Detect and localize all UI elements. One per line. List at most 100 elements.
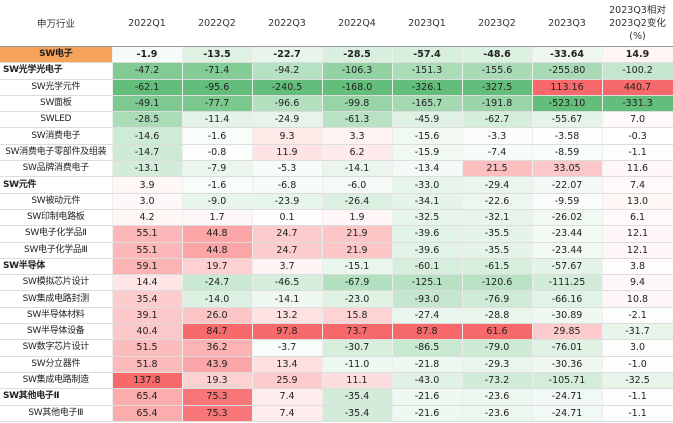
value-cell: -13.4 <box>392 160 463 178</box>
industry-name: SW消费电子零部件及组装 <box>0 144 113 162</box>
value-cell: 24.7 <box>252 225 323 243</box>
value-cell: -8.59 <box>532 144 603 162</box>
value-cell: 19.7 <box>182 257 253 276</box>
industry-name: SW分立器件 <box>0 356 113 373</box>
value-cell: -9.59 <box>532 193 603 210</box>
value-cell: -24.71 <box>532 388 603 406</box>
value-cell: 137.8 <box>112 372 183 390</box>
value-cell: -1.6 <box>182 176 253 194</box>
value-cell: -24.7 <box>182 274 253 292</box>
value-cell: -22.6 <box>462 193 533 210</box>
value-cell: -13.1 <box>112 160 183 178</box>
value-cell: 3.3 <box>322 127 393 145</box>
industry-name: SW数字芯片设计 <box>0 339 113 357</box>
value-cell: 19.3 <box>182 372 253 390</box>
value-cell: 87.8 <box>392 323 463 341</box>
value-cell: -61.3 <box>322 111 393 129</box>
industry-name: SW品牌消费电子 <box>0 160 113 178</box>
value-cell: -99.8 <box>322 95 393 113</box>
value-cell: -3.58 <box>532 127 603 145</box>
header-cell: 2023Q3相对2023Q2变化(%) <box>602 0 673 47</box>
value-cell: -32.1 <box>462 209 533 227</box>
value-cell: -240.5 <box>252 79 323 96</box>
header-cell: 申万行业 <box>0 0 112 47</box>
value-cell: -86.5 <box>392 339 463 357</box>
table-row: SW半导体设备 40.4 84.7 97.8 73.7 87.8 61.6 29.85 -31.… <box>0 323 673 341</box>
header-cell: 2022Q2 <box>182 0 252 47</box>
table-body: SW电子 -1.9 -13.5 -22.7 -28.5 -57.4 -48.6 -33.64 1… <box>0 46 673 422</box>
value-cell: -168.0 <box>322 79 393 96</box>
industry-name: SW其他电子Ⅱ <box>0 388 113 406</box>
value-cell: -27.4 <box>392 307 463 325</box>
value-cell: 55.1 <box>112 242 183 259</box>
value-cell: -100.2 <box>602 62 673 80</box>
value-cell: -93.0 <box>392 290 463 308</box>
industry-name: SW集成电路制造 <box>0 372 113 390</box>
value-cell: 3.8 <box>602 257 673 276</box>
header-cell: 2022Q3 <box>252 0 322 47</box>
value-cell: 75.3 <box>182 388 253 406</box>
table-row: SW集成电路制造 137.8 19.3 25.9 11.1 -43.0 -73.2 -105.… <box>0 372 673 390</box>
value-cell: 25.9 <box>252 372 323 390</box>
value-cell: 6.2 <box>322 144 393 162</box>
value-cell: -32.5 <box>392 209 463 227</box>
table-row: SW光学光电子 -47.2 -71.4 -94.2 -106.3 -151.3 -155.6… <box>0 62 673 80</box>
value-cell: -1.1 <box>602 388 673 406</box>
value-cell: 21.9 <box>322 242 393 259</box>
value-cell: -47.2 <box>112 62 183 80</box>
value-cell: -23.44 <box>532 225 603 243</box>
value-cell: -523.10 <box>532 95 603 113</box>
value-cell: -33.0 <box>392 176 463 194</box>
value-cell: 15.8 <box>322 307 393 325</box>
industry-name: SW被动元件 <box>0 193 113 210</box>
value-cell: -24.71 <box>532 405 603 422</box>
value-cell: -31.7 <box>602 323 673 341</box>
value-cell: 40.4 <box>112 323 183 341</box>
value-cell: 75.3 <box>182 405 253 422</box>
value-cell: -15.9 <box>392 144 463 162</box>
value-cell: -155.6 <box>462 62 533 80</box>
value-cell: 12.1 <box>602 242 673 259</box>
value-cell: -1.1 <box>602 144 673 162</box>
value-cell: -13.5 <box>182 46 253 64</box>
value-cell: -29.4 <box>462 176 533 194</box>
value-cell: -106.3 <box>322 62 393 80</box>
table-row: SW数字芯片设计 51.5 36.2 -3.7 -30.7 -86.5 -79.0 -76.0… <box>0 339 673 357</box>
header-cell: 2022Q4 <box>322 0 392 47</box>
value-cell: -46.5 <box>252 274 323 292</box>
value-cell: 6.1 <box>602 209 673 227</box>
value-cell: 21.5 <box>462 160 533 178</box>
value-cell: 13.2 <box>252 307 323 325</box>
value-cell: -61.5 <box>462 257 533 276</box>
value-cell: -165.7 <box>392 95 463 113</box>
value-cell: 73.7 <box>322 323 393 341</box>
value-cell: 97.8 <box>252 323 323 341</box>
value-cell: 26.0 <box>182 307 253 325</box>
value-cell: -1.9 <box>112 46 183 64</box>
value-cell: -35.5 <box>462 242 533 259</box>
value-cell: -14.7 <box>112 144 183 162</box>
value-cell: 35.4 <box>112 290 183 308</box>
value-cell: -28.5 <box>112 111 183 129</box>
industry-name: SW元件 <box>0 176 113 194</box>
value-cell: -28.5 <box>322 46 393 64</box>
value-cell: -191.8 <box>462 95 533 113</box>
table-row: SW消费电子零部件及组装 -14.7 -0.8 11.9 6.2 -15.9 -7.4 -8.… <box>0 144 673 162</box>
value-cell: -66.16 <box>532 290 603 308</box>
value-cell: -22.7 <box>252 46 323 64</box>
value-cell: 9.3 <box>252 127 323 145</box>
value-cell: -14.6 <box>112 127 183 145</box>
value-cell: 55.1 <box>112 225 183 243</box>
value-cell: -96.6 <box>252 95 323 113</box>
value-cell: 3.0 <box>602 339 673 357</box>
value-cell: 13.0 <box>602 193 673 210</box>
industry-name: SW半导体材料 <box>0 307 113 325</box>
value-cell: -35.4 <box>322 388 393 406</box>
value-cell: 11.6 <box>602 160 673 178</box>
value-cell: -32.5 <box>602 372 673 390</box>
value-cell: -21.6 <box>392 388 463 406</box>
value-cell: 61.6 <box>462 323 533 341</box>
value-cell: 65.4 <box>112 388 183 406</box>
value-cell: -151.3 <box>392 62 463 80</box>
